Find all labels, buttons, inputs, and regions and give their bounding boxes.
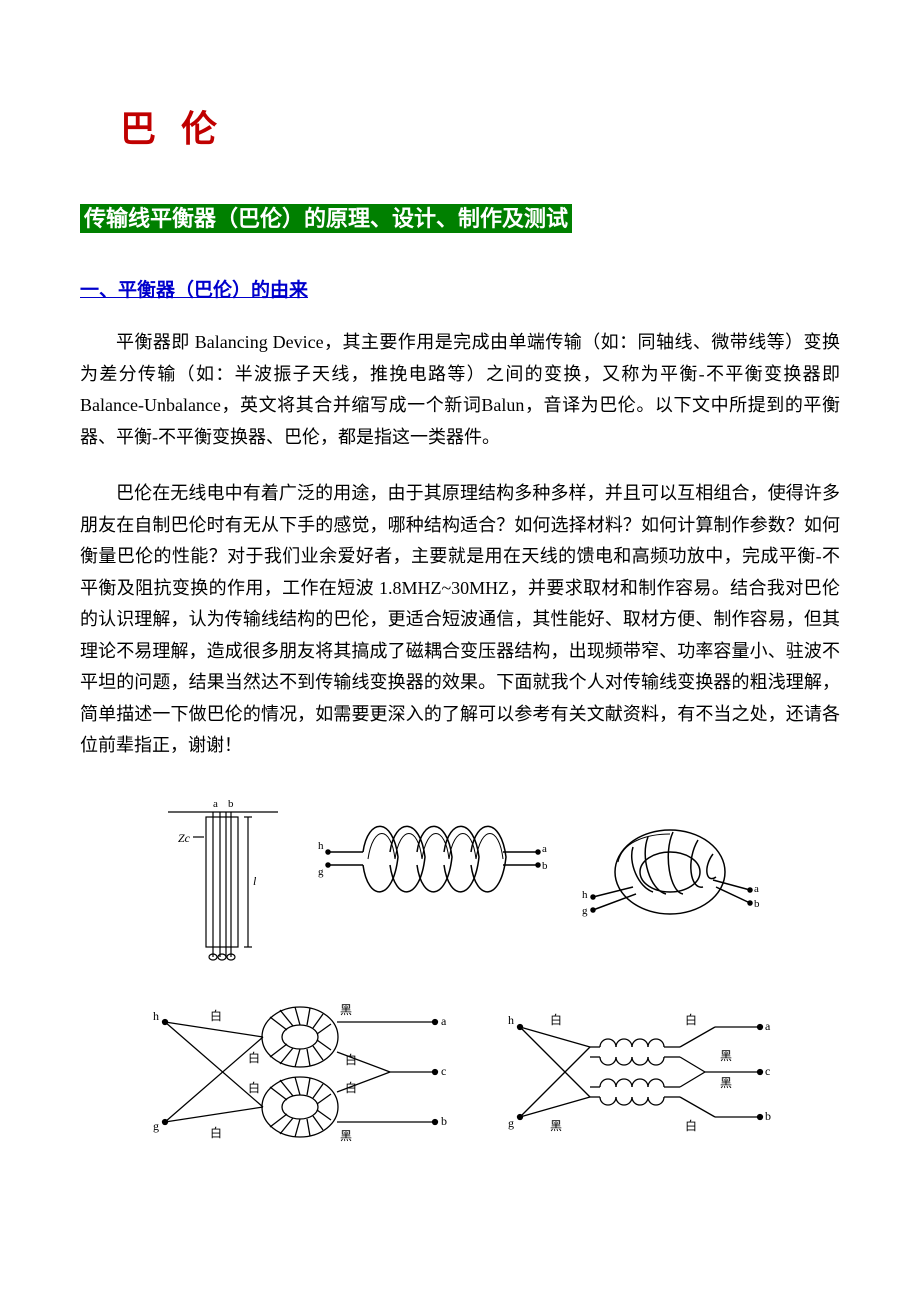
svg-text:b: b xyxy=(441,1114,447,1128)
svg-text:b: b xyxy=(228,798,234,810)
svg-text:白: 白 xyxy=(210,1125,222,1140)
svg-text:白: 白 xyxy=(345,1080,357,1095)
svg-text:h: h xyxy=(153,1009,159,1023)
paragraph-2: 巴伦在无线电中有着广泛的用途，由于其原理结构多种多样，并且可以互相组合，使得许多… xyxy=(80,478,840,762)
svg-text:a: a xyxy=(542,843,547,855)
svg-text:Zc: Zc xyxy=(178,831,191,845)
svg-text:黑: 黑 xyxy=(340,1129,352,1143)
svg-text:黑: 黑 xyxy=(720,1076,732,1090)
svg-text:a: a xyxy=(213,798,218,810)
svg-text:黑: 黑 xyxy=(720,1049,732,1063)
svg-text:白: 白 xyxy=(210,1008,222,1023)
diagrams-section: a b Zc l xyxy=(80,787,840,1172)
svg-text:黑: 黑 xyxy=(340,1003,352,1017)
svg-text:白: 白 xyxy=(685,1012,697,1027)
svg-text:g: g xyxy=(582,905,588,917)
diagram-air-coil: h g a b xyxy=(318,807,548,952)
svg-text:白: 白 xyxy=(248,1050,260,1065)
svg-text:b: b xyxy=(765,1109,771,1123)
svg-text:a: a xyxy=(754,883,759,895)
svg-text:g: g xyxy=(153,1119,159,1133)
svg-text:白: 白 xyxy=(550,1012,562,1027)
section-1-heading: 一、平衡器（巴伦）的由来 xyxy=(80,275,840,302)
diagram-toroid: h g a b xyxy=(578,812,763,947)
document-subtitle: 传输线平衡器（巴伦）的原理、设计、制作及测试 xyxy=(80,204,572,233)
svg-text:g: g xyxy=(508,1116,514,1130)
svg-text:a: a xyxy=(765,1019,771,1033)
diagram-row-2: h g 白 白 白 白 黑 黑 白 白 xyxy=(145,992,775,1152)
svg-text:h: h xyxy=(582,889,588,901)
diagram-row-1: a b Zc l xyxy=(158,787,763,972)
diagram-dual-coil-schematic: h g 白 黑 xyxy=(505,1002,775,1142)
svg-text:h: h xyxy=(318,840,324,852)
svg-text:c: c xyxy=(441,1064,446,1078)
subtitle-container: 传输线平衡器（巴伦）的原理、设计、制作及测试 xyxy=(80,202,840,235)
svg-text:黑: 黑 xyxy=(550,1119,562,1133)
diagram-coax-sleeve: a b Zc l xyxy=(158,787,288,972)
paragraph-1: 平衡器即 Balancing Device，其主要作用是完成由单端传输（如：同轴… xyxy=(80,327,840,453)
document-title: 巴 伦 xyxy=(120,100,840,152)
svg-text:g: g xyxy=(318,866,324,878)
svg-text:b: b xyxy=(542,860,548,872)
svg-text:白: 白 xyxy=(685,1118,697,1133)
svg-text:b: b xyxy=(754,898,760,910)
diagram-dual-toroid: h g 白 白 白 白 黑 黑 白 白 xyxy=(145,992,455,1152)
svg-text:a: a xyxy=(441,1014,447,1028)
svg-text:c: c xyxy=(765,1064,770,1078)
svg-text:l: l xyxy=(253,874,257,888)
svg-text:白: 白 xyxy=(248,1080,260,1095)
svg-text:h: h xyxy=(508,1013,514,1027)
